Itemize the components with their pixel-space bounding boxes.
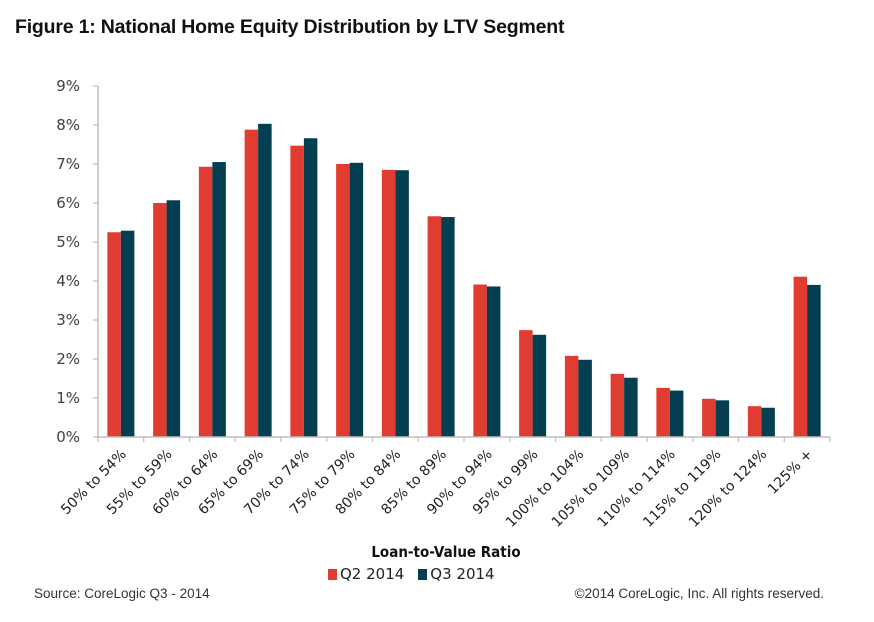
bar-q3-14	[761, 407, 775, 437]
y-tick-label: 5%	[56, 233, 80, 251]
x-tick-label: 100% to 104%	[503, 447, 587, 531]
y-tick-label: 9%	[56, 77, 80, 95]
bar-q3-3	[258, 123, 272, 437]
bar-q2-8	[473, 284, 487, 437]
legend-label-q3: Q3 2014	[430, 565, 495, 583]
bar-q3-2	[212, 162, 226, 438]
legend: Q2 2014 Q3 2014	[328, 565, 495, 583]
bar-q3-13	[715, 400, 730, 437]
x-axis-title: Loan-to-Value Ratio	[371, 543, 521, 561]
x-tick-label: 110% to 114%	[595, 447, 679, 531]
bar-q2-0	[107, 232, 121, 437]
y-tick-label: 4%	[56, 272, 80, 290]
bar-q3-0	[120, 230, 135, 437]
y-axis: 0% 1% 2% 3% 4% 5% 6% 7% 8% 9%	[56, 77, 99, 446]
copyright-note: ©2014 CoreLogic, Inc. All rights reserve…	[574, 586, 824, 601]
bar-q2-12	[656, 387, 670, 437]
x-tick-label: 105% to 109%	[549, 447, 633, 531]
bar-q2-2	[198, 166, 213, 438]
bar-q2-3	[244, 129, 259, 437]
bar-q3-5	[349, 162, 364, 437]
x-tick-label: 125% +	[765, 447, 816, 498]
bar-q2-4	[290, 145, 304, 438]
legend-swatch-q3	[418, 568, 428, 580]
bar-q3-11	[624, 377, 638, 437]
bar-q2-10	[564, 355, 579, 437]
x-tick-label: 120% to 124%	[686, 447, 770, 531]
bar-q2-1	[153, 203, 167, 437]
bar-q3-6	[395, 170, 409, 438]
y-tick-label: 0%	[56, 428, 80, 446]
y-tick-label: 3%	[56, 311, 80, 329]
y-tick-label: 7%	[56, 155, 80, 173]
bar-q2-14	[747, 406, 762, 437]
bar-q2-9	[519, 330, 533, 437]
bar-q3-8	[486, 286, 501, 437]
bar-q2-7	[427, 216, 442, 437]
bar-q2-13	[702, 398, 716, 437]
bar-q2-6	[381, 169, 396, 437]
y-tick-label: 2%	[56, 350, 80, 368]
bar-q3-10	[578, 359, 592, 437]
bar-q3-1	[166, 200, 181, 437]
bar-q3-12	[669, 390, 684, 437]
bar-q3-7	[441, 217, 455, 437]
legend-item-q2: Q2 2014	[328, 565, 404, 583]
source-note: Source: CoreLogic Q3 - 2014	[34, 586, 210, 601]
bar-q2-5	[336, 164, 350, 437]
chart-title: Figure 1: National Home Equity Distribut…	[15, 16, 565, 38]
y-tick-label: 6%	[56, 194, 80, 212]
x-axis: 50% to 54%55% to 59%60% to 64%65% to 69%…	[58, 436, 831, 531]
bar-q3-4	[303, 138, 318, 437]
legend-swatch-q2	[328, 568, 337, 580]
bar-q3-9	[532, 334, 547, 437]
bars-group	[107, 123, 821, 438]
bar-q3-15	[807, 284, 821, 437]
legend-item-q3: Q3 2014	[418, 565, 495, 583]
y-tick-label: 1%	[56, 389, 80, 407]
bar-q2-15	[793, 276, 808, 437]
y-tick-label: 8%	[56, 116, 80, 134]
x-tick-label: 115% to 119%	[640, 447, 724, 531]
legend-label-q2: Q2 2014	[340, 565, 405, 583]
bar-q2-11	[610, 373, 625, 437]
